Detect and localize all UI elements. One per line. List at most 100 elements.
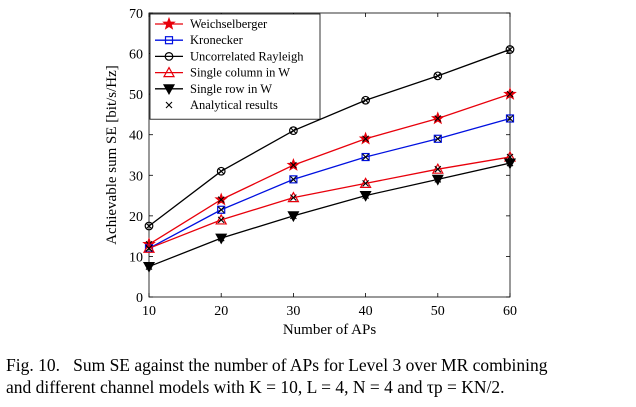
legend-item: Single column in W: [155, 66, 290, 80]
legend-marker: [164, 36, 174, 45]
y-tick-label: 70: [129, 7, 143, 22]
legend-item: Analytical results: [165, 98, 278, 112]
x-mark-stroke: [217, 234, 225, 242]
x-mark-stroke: [217, 206, 225, 214]
x-mark-stroke: [434, 115, 442, 122]
legend-marker: [162, 84, 176, 96]
x-mark-stroke: [217, 196, 225, 204]
series-2: [144, 45, 515, 231]
series-line: [148, 93, 511, 245]
data-point: [289, 175, 298, 184]
analytical-point: [362, 192, 369, 199]
data-point: [142, 242, 156, 253]
x-mark-stroke: [145, 222, 153, 230]
y-tick-label: 40: [129, 129, 143, 144]
series-3: [142, 150, 517, 253]
x-mark-stroke: [145, 244, 153, 252]
analytical-point: [290, 127, 297, 135]
legend-label: Kronecker: [190, 33, 244, 47]
analytical-point: [217, 206, 225, 214]
x-mark-stroke: [506, 159, 514, 167]
x-tick-label: 30: [286, 304, 300, 319]
caption-line-1: Sum SE against the number of APs for Lev…: [73, 355, 548, 375]
x-tick-label: 50: [431, 304, 445, 319]
analytical-point: [217, 216, 225, 224]
plot-frame: [148, 12, 511, 298]
x-mark-stroke: [506, 115, 514, 122]
y-axis-label: Achievable sum SE [bit/s/Hz]: [104, 65, 120, 245]
y-tick-label: 10: [129, 250, 143, 265]
legend-marker: [162, 66, 176, 78]
analytical-point: [434, 135, 442, 143]
analytical-point: [145, 263, 153, 270]
analytical-point: [290, 175, 297, 183]
legend-marker: [165, 101, 173, 109]
series-line: [148, 48, 511, 227]
series-4: [142, 158, 517, 273]
analytical-point: [434, 115, 442, 122]
x-mark-stroke: [362, 96, 369, 104]
analytical-point: [145, 222, 153, 230]
legend-label: Weichselberger: [190, 17, 268, 31]
x-mark-stroke: [434, 175, 442, 183]
analytical-point: [506, 90, 514, 98]
legend-marker: [164, 52, 174, 61]
y-tick-label: 60: [129, 48, 143, 63]
x-mark-stroke: [165, 101, 173, 109]
caption-line-2: and different channel models with K = 10…: [6, 377, 505, 397]
data-point: [505, 45, 515, 54]
x-tick-label: 10: [142, 304, 156, 319]
analytical-point: [362, 96, 369, 104]
data-point: [217, 205, 226, 214]
y-tick-label: 20: [129, 210, 143, 225]
data-point: [215, 213, 228, 225]
data-point: [144, 221, 154, 231]
x-mark-stroke: [145, 263, 153, 270]
x-mark-stroke: [362, 135, 369, 143]
y-tick-label: 30: [129, 169, 143, 184]
x-mark-stroke: [434, 72, 442, 80]
x-mark-stroke: [290, 175, 297, 183]
x-mark-stroke: [434, 165, 442, 173]
analytical-point: [434, 72, 442, 80]
series-line: [148, 156, 511, 249]
data-point: [287, 191, 300, 203]
figure: 10 20 30 40 50 60 0 10 20 30 40 50 60 70 Number of APs…: [104, 7, 517, 338]
x-mark-stroke: [434, 135, 442, 143]
x-mark-stroke: [290, 194, 297, 201]
x-tick-label: 40: [359, 304, 373, 319]
data-point: [289, 126, 298, 136]
data-point: [361, 95, 371, 105]
x-axis-label: Number of APs: [283, 322, 376, 338]
analytical-point: [434, 165, 442, 173]
data-point: [433, 71, 443, 81]
legend-label: Uncorrelated Rayleigh: [190, 49, 304, 63]
analytical-point: [362, 180, 369, 187]
legend-label: Analytical results: [190, 98, 278, 112]
series-line: [148, 162, 511, 268]
analytical-point: [506, 159, 514, 167]
x-mark-stroke: [362, 180, 369, 187]
data-point: [433, 134, 442, 143]
data-point: [431, 162, 444, 174]
x-mark-stroke: [506, 90, 514, 98]
analytical-point: [506, 46, 514, 53]
x-mark-stroke: [217, 167, 225, 175]
legend-box: [149, 13, 321, 120]
x-mark-stroke: [290, 161, 297, 169]
data-point: [505, 114, 515, 123]
x-tick-label: 60: [503, 304, 517, 319]
x-mark-stroke: [362, 153, 369, 161]
analytical-point: [290, 161, 297, 169]
data-point: [359, 177, 372, 188]
legend-label: Single row in W: [190, 82, 272, 96]
x-mark-stroke: [506, 46, 514, 53]
figure-caption: Fig. 10. Sum SE against the number of AP…: [6, 354, 630, 398]
legend-item: Weichselberger: [155, 16, 268, 31]
series-1: [144, 114, 515, 253]
caption-label: Fig. 10.: [6, 355, 60, 375]
analytical-point: [145, 244, 153, 252]
analytical-point: [290, 212, 297, 220]
x-mark-stroke: [290, 212, 297, 220]
